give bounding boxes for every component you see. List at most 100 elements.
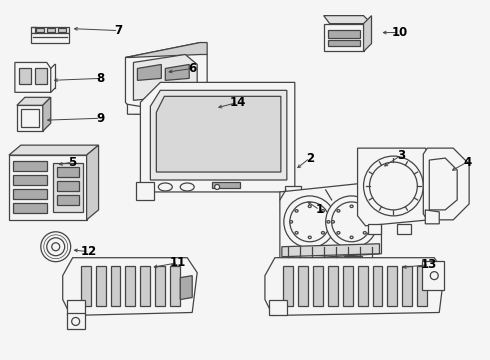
Polygon shape: [314, 210, 324, 220]
Ellipse shape: [327, 221, 330, 223]
Polygon shape: [343, 256, 362, 268]
Polygon shape: [368, 224, 382, 234]
Polygon shape: [13, 175, 47, 185]
Polygon shape: [324, 24, 364, 51]
Ellipse shape: [72, 318, 80, 325]
Polygon shape: [125, 266, 135, 306]
Polygon shape: [36, 28, 44, 32]
Polygon shape: [47, 28, 55, 32]
Polygon shape: [17, 97, 51, 105]
Polygon shape: [313, 266, 323, 306]
Polygon shape: [13, 189, 47, 199]
Polygon shape: [21, 109, 39, 127]
Polygon shape: [358, 148, 429, 226]
Ellipse shape: [308, 205, 311, 208]
Ellipse shape: [290, 202, 330, 242]
Polygon shape: [417, 266, 427, 306]
Polygon shape: [125, 42, 207, 58]
Polygon shape: [13, 161, 47, 171]
Polygon shape: [67, 314, 85, 329]
Polygon shape: [212, 182, 240, 188]
Polygon shape: [87, 145, 98, 220]
Polygon shape: [171, 266, 180, 306]
Ellipse shape: [430, 272, 438, 280]
Ellipse shape: [47, 238, 65, 256]
Polygon shape: [328, 30, 360, 37]
Ellipse shape: [337, 210, 340, 212]
Polygon shape: [280, 182, 382, 260]
Ellipse shape: [215, 184, 220, 189]
Text: 14: 14: [230, 96, 246, 109]
Polygon shape: [328, 266, 338, 306]
Polygon shape: [290, 258, 308, 270]
Ellipse shape: [363, 210, 366, 212]
Polygon shape: [265, 258, 444, 315]
Polygon shape: [136, 182, 154, 200]
Polygon shape: [280, 200, 332, 212]
Polygon shape: [57, 181, 78, 191]
Polygon shape: [283, 266, 293, 306]
Polygon shape: [57, 195, 78, 205]
Text: 5: 5: [69, 156, 77, 168]
Ellipse shape: [295, 210, 298, 212]
Polygon shape: [13, 203, 47, 213]
Polygon shape: [269, 300, 287, 315]
Text: 4: 4: [463, 156, 471, 168]
Text: 2: 2: [306, 152, 314, 165]
Polygon shape: [156, 96, 281, 172]
Polygon shape: [155, 266, 165, 306]
Polygon shape: [150, 90, 287, 180]
Polygon shape: [9, 145, 98, 155]
Ellipse shape: [368, 221, 372, 223]
Polygon shape: [286, 210, 296, 220]
Ellipse shape: [284, 196, 336, 248]
Polygon shape: [125, 42, 207, 114]
Polygon shape: [9, 155, 87, 220]
Polygon shape: [425, 210, 439, 224]
Ellipse shape: [308, 236, 311, 239]
Text: 8: 8: [97, 72, 105, 85]
Polygon shape: [31, 32, 69, 42]
Ellipse shape: [350, 236, 353, 239]
Polygon shape: [402, 266, 413, 306]
Polygon shape: [43, 97, 51, 131]
Polygon shape: [137, 64, 161, 80]
Polygon shape: [388, 266, 397, 306]
Text: 13: 13: [421, 258, 438, 271]
Text: 6: 6: [188, 62, 196, 75]
Polygon shape: [17, 105, 43, 131]
Ellipse shape: [331, 221, 335, 223]
Polygon shape: [372, 266, 383, 306]
Polygon shape: [423, 148, 469, 220]
Polygon shape: [133, 54, 197, 100]
Polygon shape: [397, 224, 412, 234]
Ellipse shape: [363, 231, 366, 234]
Ellipse shape: [158, 183, 172, 191]
Ellipse shape: [41, 232, 71, 262]
Polygon shape: [358, 266, 368, 306]
Ellipse shape: [332, 202, 371, 242]
Text: 12: 12: [80, 245, 97, 258]
Polygon shape: [324, 15, 371, 24]
Ellipse shape: [321, 210, 324, 212]
Ellipse shape: [337, 231, 340, 234]
Ellipse shape: [369, 162, 417, 210]
Polygon shape: [429, 158, 457, 210]
Ellipse shape: [326, 196, 377, 248]
Polygon shape: [31, 27, 69, 32]
Polygon shape: [141, 266, 150, 306]
Polygon shape: [364, 15, 371, 51]
Ellipse shape: [180, 183, 194, 191]
Text: 7: 7: [115, 24, 122, 37]
Polygon shape: [180, 276, 192, 300]
Polygon shape: [53, 163, 83, 212]
Polygon shape: [15, 62, 51, 92]
Polygon shape: [58, 28, 66, 32]
Polygon shape: [343, 266, 353, 306]
Polygon shape: [298, 266, 308, 306]
Ellipse shape: [290, 221, 293, 223]
Ellipse shape: [350, 205, 353, 208]
Polygon shape: [111, 266, 121, 306]
Polygon shape: [328, 40, 360, 45]
Ellipse shape: [321, 231, 324, 234]
